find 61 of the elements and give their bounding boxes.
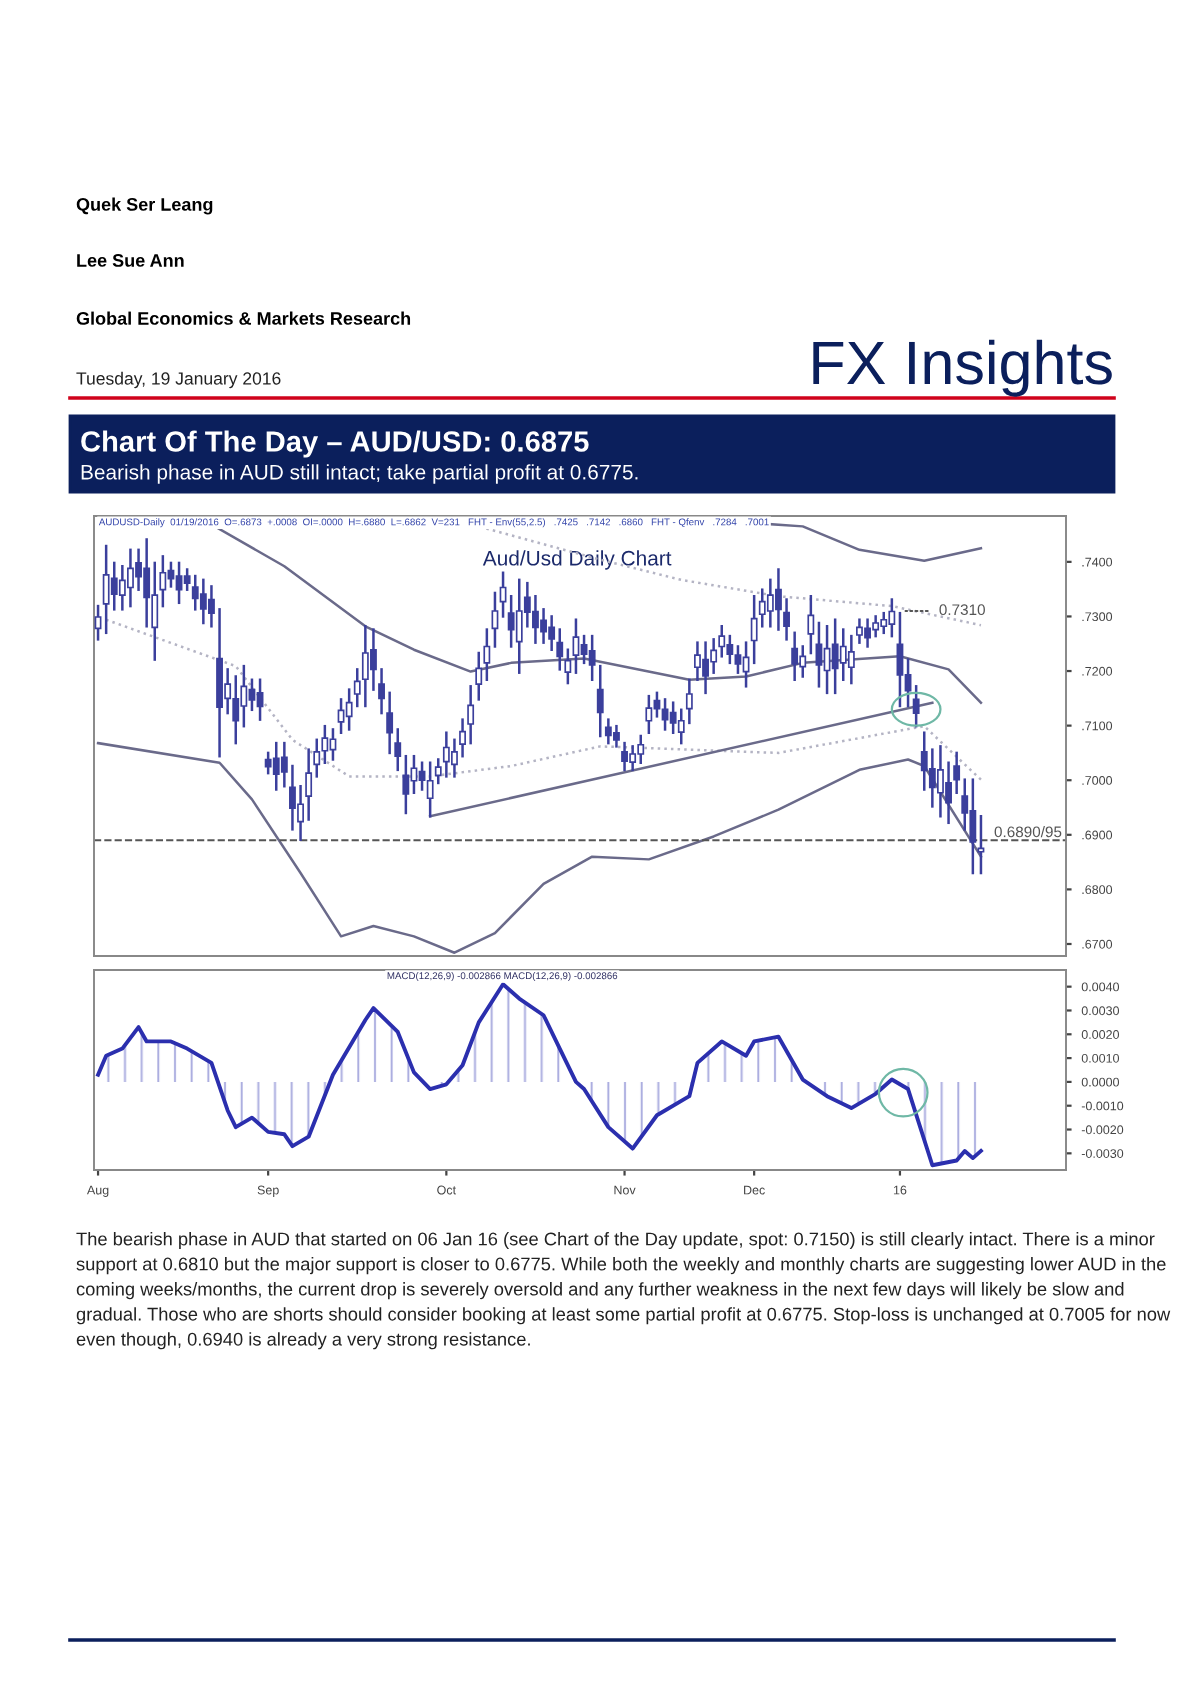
candlestick xyxy=(272,741,280,791)
candlestick xyxy=(969,778,977,875)
candlestick xyxy=(402,754,410,815)
candlestick xyxy=(815,621,823,688)
candlestick xyxy=(896,611,904,708)
candlestick xyxy=(629,745,637,772)
candlestick xyxy=(475,651,483,701)
candlestick xyxy=(329,728,337,761)
candlestick xyxy=(912,685,920,728)
candlestick xyxy=(143,538,151,628)
candlestick xyxy=(572,618,580,674)
candlestick xyxy=(507,595,515,648)
candlestick xyxy=(807,595,815,655)
candlestick xyxy=(361,625,369,708)
candlestick xyxy=(847,634,855,685)
candlestick xyxy=(880,611,888,635)
candlestick xyxy=(102,544,110,635)
candlestick xyxy=(264,751,272,775)
candlestick xyxy=(791,631,799,682)
candlestick xyxy=(637,734,645,764)
chart-title: Chart Of The Day – AUD/USD: 0.6875 xyxy=(81,430,589,458)
candlestick xyxy=(499,571,507,618)
candlestick xyxy=(337,698,345,734)
chart-subtitle: Bearish phase in AUD still intact; take partial profit at 0.6775. xyxy=(81,464,638,484)
candlestick xyxy=(888,598,896,638)
candlestick xyxy=(831,618,839,695)
text: Quek Ser Leang xyxy=(76,197,213,215)
candlestick xyxy=(548,615,556,651)
candlestick xyxy=(515,578,523,674)
candlestick xyxy=(661,698,669,731)
candlestick xyxy=(734,645,742,674)
candlestick xyxy=(621,741,628,772)
candlestick xyxy=(167,561,175,588)
text: The bearish phase in AUD that started on 06 Jan 16 (see Chart of the Day update, spot: 0.7150) is still clearly intact. There is a minor support at 0.6810 but the major support is closer to 0.6775. While both the weekly and monthly charts are suggesting lower AUD in the coming weeks/months, the current drop is severely oversold and any further weakness in the next few days will likely be slow and gradual. Those who are shorts should consider booking at least some partial profit at 0.6775. Stop-loss is unchanged at 0.7005 for now even though, 0.6940 is already a very strong resistance. xyxy=(76,1232,1171,1350)
annotation: Aud/Usd Daily Chart xyxy=(482,550,672,570)
candlestick xyxy=(937,745,944,818)
candlestick xyxy=(110,561,118,611)
candlestick xyxy=(410,754,418,795)
candlestick xyxy=(426,761,434,818)
candlestick xyxy=(175,561,183,605)
candlestick xyxy=(645,694,653,734)
candlestick xyxy=(977,815,985,875)
candlestick xyxy=(199,578,207,625)
candlestick xyxy=(702,641,709,695)
line-series xyxy=(104,618,983,781)
candlestick xyxy=(94,604,102,641)
candlestick xyxy=(653,691,661,718)
candlestick xyxy=(232,675,240,745)
candlestick xyxy=(839,628,847,682)
line-series xyxy=(96,741,983,954)
text: Tuesday, 19 January 2016 xyxy=(76,371,281,389)
candlestick xyxy=(864,618,871,648)
text: Global Economics & Markets Research xyxy=(76,311,411,325)
candlestick xyxy=(750,595,758,665)
candlestick xyxy=(248,678,256,712)
candlestick xyxy=(613,724,620,748)
text: Lee Sue Ann xyxy=(77,254,184,267)
text: FX Insights xyxy=(813,339,1112,397)
candlestick xyxy=(580,634,588,665)
candlestick xyxy=(127,548,134,608)
candlestick xyxy=(442,731,450,778)
